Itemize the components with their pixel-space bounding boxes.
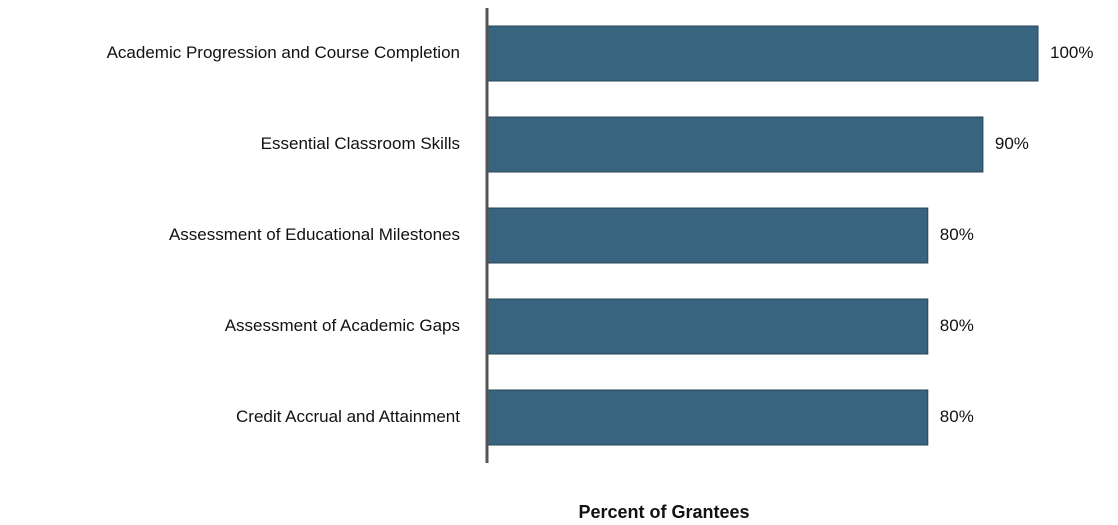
value-label: 80%	[940, 407, 974, 426]
bar	[486, 207, 929, 264]
bar	[486, 25, 1039, 82]
value-label: 90%	[995, 134, 1029, 153]
value-label: 80%	[940, 225, 974, 244]
category-label: Credit Accrual and Attainment	[236, 407, 460, 426]
category-label: Academic Progression and Course Completi…	[107, 43, 460, 62]
value-label: 80%	[940, 316, 974, 335]
x-axis-label: Percent of Grantees	[578, 502, 749, 522]
category-label: Assessment of Academic Gaps	[225, 316, 460, 335]
bar	[486, 389, 929, 446]
bar	[486, 298, 929, 355]
bar	[486, 116, 984, 173]
category-label: Essential Classroom Skills	[261, 134, 460, 153]
value-label: 100%	[1050, 43, 1093, 62]
category-label: Assessment of Educational Milestones	[169, 225, 460, 244]
